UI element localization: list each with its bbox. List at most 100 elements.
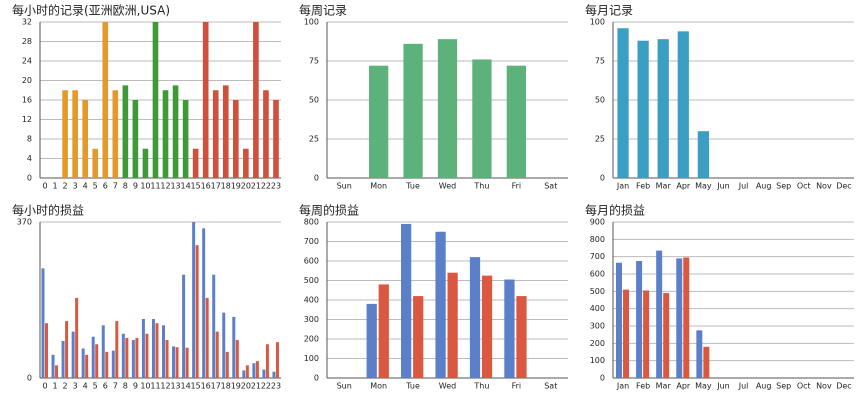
- x-tick-label: 22: [261, 382, 271, 391]
- y-tick-label: 700: [590, 252, 605, 261]
- bar: [172, 85, 179, 178]
- bar: [152, 22, 159, 178]
- x-tick-label: 23: [271, 382, 281, 391]
- x-tick-label: 6: [103, 182, 108, 191]
- x-tick-label: Nov: [816, 182, 832, 191]
- bar: [643, 290, 650, 378]
- y-tick-label: 700: [304, 237, 319, 246]
- x-tick-label: 4: [83, 182, 88, 191]
- x-tick-label: Mar: [656, 182, 672, 191]
- x-tick-label: Oct: [797, 182, 811, 191]
- bar: [41, 268, 45, 378]
- bar: [195, 245, 199, 378]
- bar: [616, 262, 622, 378]
- x-tick-label: 18: [221, 182, 231, 191]
- y-tick-label: 500: [590, 287, 605, 296]
- bar: [447, 272, 458, 378]
- x-tick-label: 18: [221, 382, 231, 391]
- y-tick-label: 600: [590, 270, 605, 279]
- bar: [253, 22, 259, 178]
- bar: [182, 100, 189, 178]
- bar: [663, 293, 670, 378]
- bar: [481, 275, 493, 378]
- x-tick-label: Jul: [738, 382, 749, 391]
- bar: [185, 347, 189, 378]
- bar: [95, 344, 99, 378]
- y-tick-label: 300: [304, 315, 319, 324]
- bar: [51, 354, 55, 378]
- x-tick-label: 11: [150, 182, 160, 191]
- x-tick-label: Jan: [616, 382, 629, 391]
- x-tick-label: 1: [53, 382, 58, 391]
- x-tick-label: 17: [211, 382, 221, 391]
- y-tick-label: 0: [27, 374, 32, 383]
- bar: [401, 223, 412, 378]
- y-tick-label: 0: [314, 374, 319, 383]
- bar: [657, 39, 669, 178]
- x-tick-label: 13: [170, 182, 180, 191]
- bar: [516, 296, 527, 378]
- bar: [263, 90, 269, 178]
- bar: [115, 321, 119, 378]
- y-tick-label: 0: [27, 174, 32, 183]
- bar: [243, 148, 249, 178]
- x-tick-label: 1: [53, 182, 58, 191]
- x-tick-label: 19: [231, 182, 241, 191]
- bar: [145, 333, 149, 378]
- bar: [504, 279, 515, 378]
- bar: [233, 100, 239, 178]
- bar: [55, 365, 59, 378]
- y-tick-label: 800: [304, 218, 319, 227]
- x-tick-label: Wed: [439, 382, 456, 391]
- x-tick-label: 17: [211, 182, 221, 191]
- bar: [272, 371, 276, 378]
- x-tick-label: 5: [93, 382, 98, 391]
- bar: [61, 340, 65, 378]
- bar: [472, 59, 492, 178]
- x-tick-label: Sat: [544, 182, 557, 191]
- bar: [255, 361, 259, 378]
- chart-title: 每月记录: [585, 3, 633, 18]
- bar: [212, 90, 219, 178]
- y-tick-label: 75: [309, 57, 319, 66]
- y-tick-label: 100: [590, 356, 605, 365]
- bar: [222, 312, 226, 378]
- x-tick-label: 20: [241, 182, 251, 191]
- x-tick-label: Dec: [836, 182, 851, 191]
- x-tick-label: Mon: [370, 182, 387, 191]
- y-tick-label: 50: [309, 96, 319, 105]
- bar: [656, 250, 663, 378]
- x-tick-label: 3: [73, 182, 78, 191]
- x-tick-label: 10: [140, 182, 150, 191]
- bar: [212, 274, 216, 378]
- x-tick-label: 12: [160, 182, 170, 191]
- x-tick-label: 11: [150, 382, 160, 391]
- y-tick-label: 32: [22, 18, 32, 27]
- x-tick-label: 19: [231, 382, 241, 391]
- y-tick-label: 200: [304, 335, 319, 344]
- bar: [162, 90, 169, 178]
- y-tick-label: 900: [590, 218, 605, 227]
- x-tick-label: Feb: [636, 382, 650, 391]
- bar: [192, 148, 199, 178]
- y-tick-label: 12: [22, 115, 32, 124]
- bar: [132, 100, 139, 178]
- bar: [165, 340, 169, 378]
- y-tick-label: 0: [600, 374, 605, 383]
- bar: [435, 231, 446, 378]
- y-tick-label: 600: [304, 257, 319, 266]
- y-tick-label: 400: [304, 296, 319, 305]
- bar: [366, 303, 377, 378]
- bar: [273, 100, 279, 178]
- x-tick-label: 7: [113, 382, 118, 391]
- bar: [252, 363, 256, 378]
- y-tick-label: 24: [22, 57, 32, 66]
- bar: [222, 85, 229, 178]
- bar: [683, 257, 690, 378]
- bar: [91, 336, 95, 378]
- y-tick-label: 28: [22, 37, 32, 46]
- bar: [202, 228, 206, 378]
- bar: [192, 222, 196, 378]
- x-tick-label: 9: [133, 182, 138, 191]
- bar: [636, 261, 643, 378]
